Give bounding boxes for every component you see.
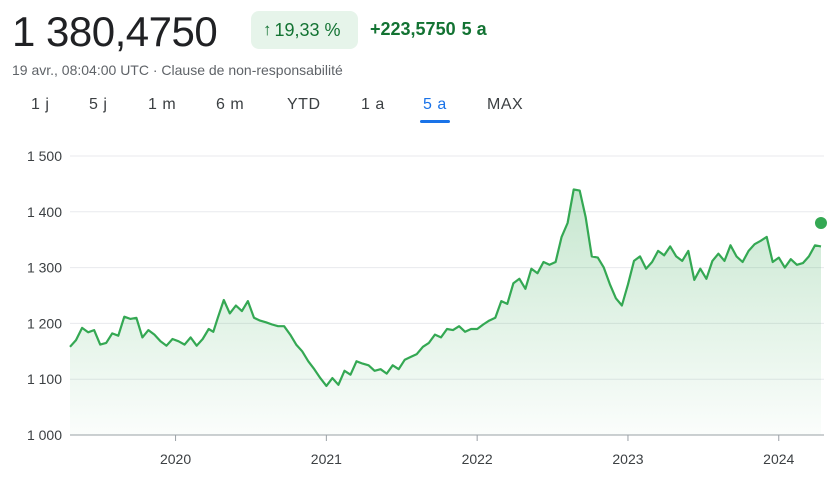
x-tick-label: 2023 bbox=[612, 451, 643, 467]
price-line bbox=[69, 188, 822, 387]
y-tick-label: 1 200 bbox=[27, 315, 62, 331]
x-tick-label: 2024 bbox=[763, 451, 794, 467]
tab-5-years[interactable]: 5 a bbox=[420, 96, 450, 123]
y-tick-label: 1 400 bbox=[27, 204, 62, 220]
y-tick-label: 1 000 bbox=[27, 427, 62, 443]
tab-1-day[interactable]: 1 j bbox=[31, 96, 50, 113]
percent-change-badge: ↑ 19,33 % bbox=[251, 11, 358, 49]
y-tick-label: 1 300 bbox=[27, 260, 62, 276]
x-tick-label: 2021 bbox=[311, 451, 342, 467]
absolute-change: +223,5750 5 a bbox=[370, 19, 487, 40]
y-axis-labels: 1 000 1 100 1 200 1 300 1 400 1 500 bbox=[27, 148, 62, 443]
tab-max[interactable]: MAX bbox=[487, 96, 524, 113]
tab-6-months[interactable]: 6 m bbox=[216, 96, 245, 113]
y-tick-label: 1 100 bbox=[27, 371, 62, 387]
tab-1-year[interactable]: 1 a bbox=[361, 96, 385, 113]
x-axis-ticks bbox=[175, 435, 780, 441]
change-period: 5 a bbox=[461, 19, 487, 39]
x-tick-label: 2020 bbox=[160, 451, 191, 467]
y-tick-label: 1 500 bbox=[27, 148, 62, 164]
tab-5-days[interactable]: 5 j bbox=[89, 96, 108, 113]
x-axis-labels: 2020 2021 2022 2023 2024 bbox=[160, 451, 795, 467]
tab-1-month[interactable]: 1 m bbox=[148, 96, 177, 113]
x-tick-label: 2022 bbox=[462, 451, 493, 467]
tab-ytd[interactable]: YTD bbox=[287, 96, 321, 113]
timestamp-disclaimer: 19 avr., 08:04:00 UTC · Clause de non-re… bbox=[12, 62, 343, 78]
current-price: 1 380,4750 bbox=[12, 8, 218, 55]
absolute-change-value: +223,5750 bbox=[370, 19, 456, 39]
percent-change-value: 19,33 % bbox=[274, 19, 341, 40]
last-price-marker bbox=[814, 216, 827, 229]
arrow-up-icon: ↑ bbox=[263, 20, 272, 39]
price-area-fill bbox=[70, 189, 821, 435]
